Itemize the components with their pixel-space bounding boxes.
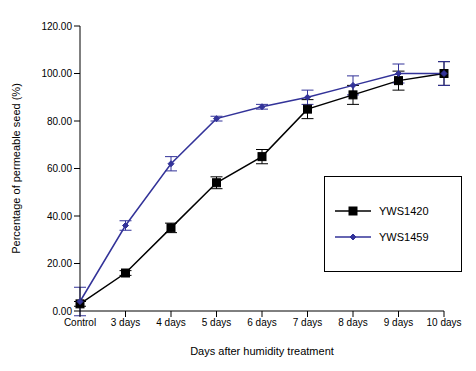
svg-text:Control: Control	[64, 317, 96, 328]
svg-text:Percentage of permeable seed (: Percentage of permeable seed (%)	[10, 83, 22, 254]
svg-text:60.00: 60.00	[47, 163, 72, 174]
svg-text:7 days: 7 days	[293, 317, 322, 328]
svg-text:Days after humidity treatment: Days after humidity treatment	[190, 345, 334, 357]
svg-text:20.00: 20.00	[47, 258, 72, 269]
svg-text:120.00: 120.00	[41, 21, 72, 32]
svg-text:9 days: 9 days	[384, 317, 413, 328]
svg-text:10 days: 10 days	[426, 317, 461, 328]
svg-text:4 days: 4 days	[156, 317, 185, 328]
svg-text:40.00: 40.00	[47, 211, 72, 222]
html-text:YWS1459: YWS1459	[379, 231, 429, 243]
svg-text:80.00: 80.00	[47, 116, 72, 127]
svg-text:6 days: 6 days	[247, 317, 276, 328]
svg-text:0.00: 0.00	[53, 306, 73, 317]
svg-text:5 days: 5 days	[202, 317, 231, 328]
svg-text:100.00: 100.00	[41, 68, 72, 79]
html-text:YWS1420: YWS1420	[379, 205, 429, 217]
svg-text:3 days: 3 days	[111, 317, 140, 328]
svg-text:8 days: 8 days	[338, 317, 367, 328]
